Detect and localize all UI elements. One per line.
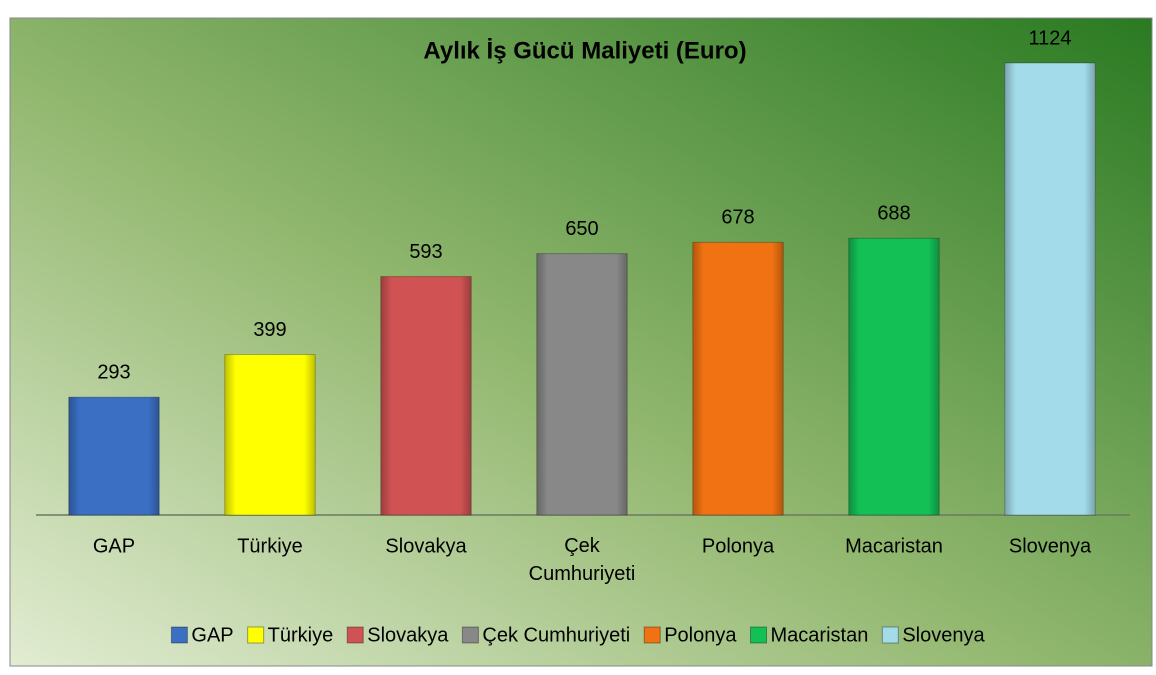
legend-swatch [247,626,265,644]
legend-label: Polonya [664,624,737,646]
x-tick-label: Macaristan [845,535,943,557]
data-label: 293 [97,361,130,383]
bar [1004,62,1096,516]
legend-label: Slovenya [902,624,985,646]
legend-label: Macaristan [771,624,869,646]
legend-swatch [643,626,661,644]
data-label: 650 [565,218,598,240]
legend-label: Türkiye [268,624,334,646]
legend-label: GAP [191,624,233,646]
bar [848,237,940,516]
x-tick-label: Slovakya [385,535,467,557]
data-label: 593 [409,241,442,263]
legend-swatch [461,626,479,644]
chart-title: Aylık İş Gücü Maliyeti (Euro) [423,37,746,64]
x-tick-label: Polonya [702,535,775,557]
legend-swatch [346,626,364,644]
data-label: 678 [721,207,754,229]
bar [380,276,472,516]
x-tick-label: GAP [93,535,135,557]
bar [692,241,784,516]
data-label: 1124 [1028,27,1071,49]
data-label: 688 [877,203,910,225]
legend-swatch [750,626,767,644]
legend: GAP Türkiye Slovakya Çek Cumhuriyeti Polonya… [170,624,985,646]
x-tick-label: Çek Cumhuriyeti [529,535,636,585]
legend-label: Slovakya [367,624,449,646]
data-label: 399 [253,319,286,341]
legend-label: Çek Cumhuriyeti [482,624,630,646]
legend-swatch [881,626,899,644]
bar [536,253,628,516]
x-tick-label: Slovenya [1009,535,1092,557]
bar [68,396,160,516]
bar [224,354,316,516]
x-tick-label: Türkiye [237,535,303,557]
legend-swatch [170,626,188,644]
